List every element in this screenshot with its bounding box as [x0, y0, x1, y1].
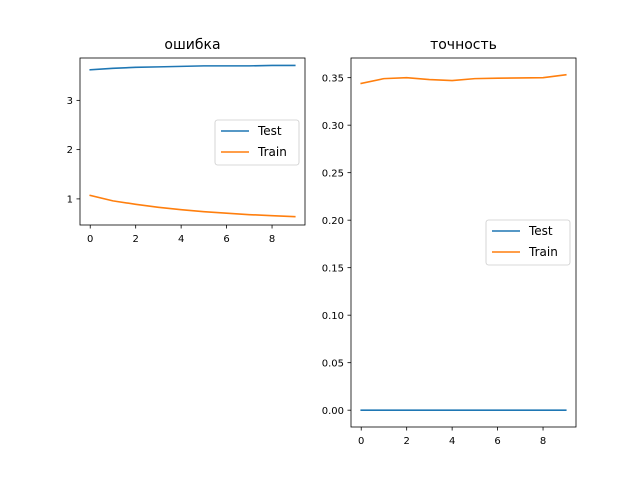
chart-title: ошибка: [164, 37, 220, 53]
accuracy-chart: точность 0 2 4 6 8 0.00 0.05 0.10 0.15 0.20 0.25 0.3…: [322, 37, 577, 447]
y-tick-label: 0.15: [322, 263, 344, 274]
loss-chart: ошибка 0 2 4 6 8 1 2 3 Test Train: [67, 37, 306, 245]
x-tick-label: 4: [178, 234, 184, 245]
legend-label-test: Test: [257, 124, 282, 138]
axes-frame: [350, 57, 577, 428]
x-tick-label: 8: [269, 234, 275, 245]
y-tick-label: 0.35: [322, 73, 344, 84]
x-tick-label: 0: [87, 234, 93, 245]
axes-frame: [79, 57, 306, 226]
series-line-test: [89, 64, 296, 71]
x-tick-label: 4: [449, 436, 455, 447]
x-tick-label: 6: [494, 436, 500, 447]
y-tick-label: 1: [67, 194, 73, 205]
y-tick-label: 0.05: [322, 358, 344, 369]
x-tick-label: 8: [540, 436, 546, 447]
chart-title: точность: [430, 37, 497, 53]
y-tick-label: 0.30: [322, 121, 344, 132]
series-line-train: [89, 194, 296, 218]
legend-label-test: Test: [528, 224, 553, 238]
series-line-train: [360, 73, 567, 85]
y-tick-label: 3: [67, 96, 73, 107]
x-tick-label: 2: [403, 436, 409, 447]
y-tick-label: 0.10: [322, 311, 344, 322]
legend-label-train: Train: [257, 145, 287, 159]
y-tick-label: 0.25: [322, 168, 344, 179]
y-tick-label: 0.00: [322, 406, 344, 417]
y-tick-label: 0.20: [322, 216, 344, 227]
x-tick-label: 0: [358, 436, 364, 447]
legend-label-train: Train: [528, 245, 558, 259]
x-tick-label: 2: [132, 234, 138, 245]
x-tick-label: 6: [223, 234, 229, 245]
y-tick-label: 2: [67, 145, 73, 156]
